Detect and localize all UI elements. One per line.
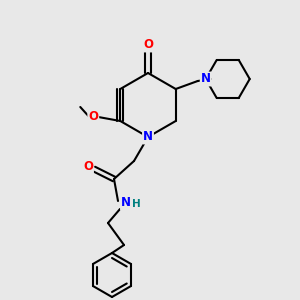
Text: N: N xyxy=(121,196,131,209)
Text: O: O xyxy=(143,38,153,52)
Text: N: N xyxy=(143,130,153,143)
Text: N: N xyxy=(201,73,211,85)
Text: H: H xyxy=(132,199,140,209)
Text: O: O xyxy=(88,110,98,124)
Text: O: O xyxy=(83,160,93,172)
